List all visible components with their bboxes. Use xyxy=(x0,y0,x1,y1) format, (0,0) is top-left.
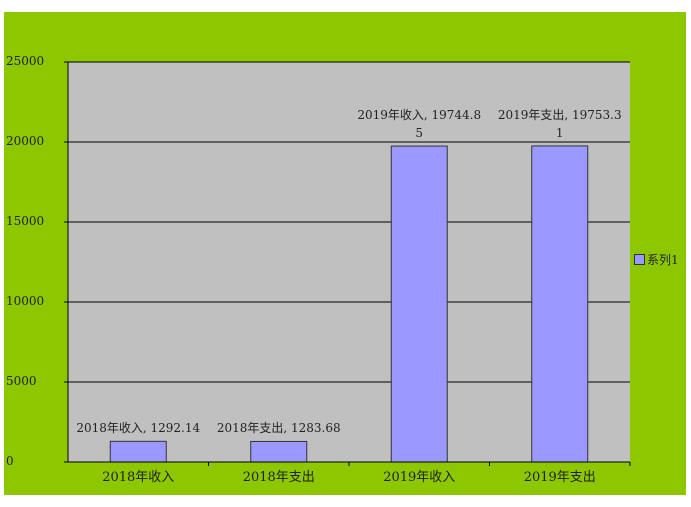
data-label-line: 2018年支出, 1283.68 xyxy=(204,419,354,437)
chart-area: 0 5000 10000 15000 20000 25000 2018年收入 2018年支出… xyxy=(4,12,686,495)
data-label: 2019年收入, 19744.8 5 xyxy=(344,106,494,142)
y-tick-label: 15000 xyxy=(6,214,62,228)
y-tick-label: 10000 xyxy=(6,294,62,308)
data-label: 2018年支出, 1283.68 xyxy=(204,419,354,437)
x-tick-label: 2019年收入 xyxy=(349,466,489,485)
y-tick-label: 20000 xyxy=(6,134,62,148)
bar xyxy=(110,441,166,462)
y-tick-label: 0 xyxy=(6,454,62,468)
data-label-line: 2019年支出, 19753.3 xyxy=(485,106,635,124)
data-label-line: 2018年收入, 1292.14 xyxy=(63,419,213,437)
legend: 系列1 xyxy=(634,248,688,270)
data-label-line: 2019年收入, 19744.8 xyxy=(344,106,494,124)
bar xyxy=(391,146,447,462)
y-tick-label: 5000 xyxy=(6,374,62,388)
x-tick-label: 2018年收入 xyxy=(68,466,208,485)
legend-label: 系列1 xyxy=(647,251,679,268)
bar xyxy=(532,146,588,462)
x-tick-label: 2019年支出 xyxy=(490,466,630,485)
data-label: 2018年收入, 1292.14 xyxy=(63,419,213,437)
data-label: 2019年支出, 19753.3 1 xyxy=(485,106,635,142)
x-tick-label: 2018年支出 xyxy=(209,466,349,485)
bar xyxy=(251,441,307,462)
data-label-line: 5 xyxy=(344,124,494,142)
data-label-line: 1 xyxy=(485,124,635,142)
legend-swatch xyxy=(634,254,645,265)
y-tick-label: 25000 xyxy=(6,54,62,68)
